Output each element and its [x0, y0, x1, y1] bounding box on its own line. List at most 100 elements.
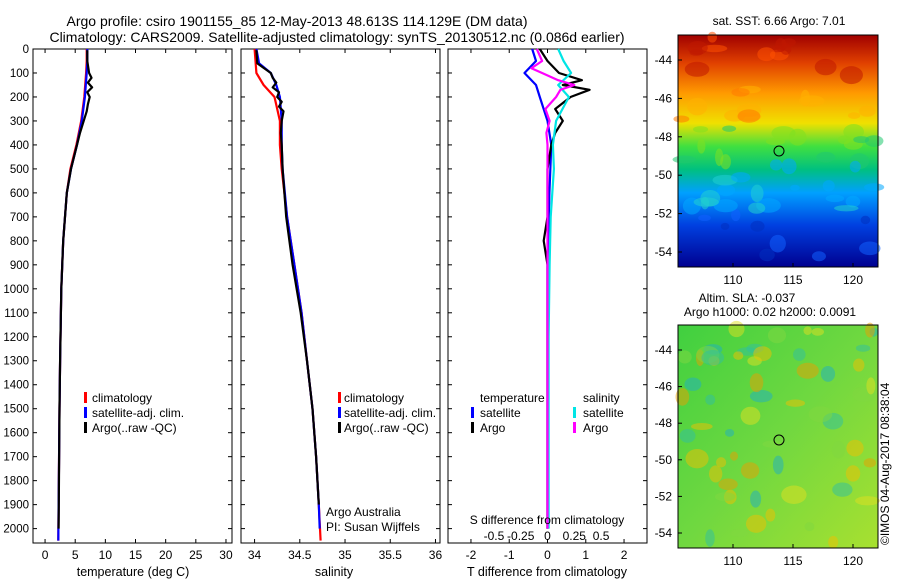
sla-texture-blob: [832, 482, 853, 497]
temperature-plot-frame: [32, 48, 233, 544]
legend-swatch-temp-satellite: [471, 407, 474, 418]
legend-label-temp-argo: Argo: [480, 421, 506, 435]
legend-label-sal-satellite: satellite: [583, 406, 624, 420]
sst-texture-blob: [839, 66, 863, 85]
sla-texture-blob: [745, 514, 767, 533]
depth-tick-label: 100: [10, 68, 29, 80]
sst-texture-blob: [860, 215, 871, 225]
legend-label-temp-satellite: satellite: [480, 406, 521, 420]
sla-texture-blob: [685, 448, 709, 469]
lat-tick-label: -54: [655, 526, 673, 540]
temperature-x-ticks: 0 5 10 15 20 25 30: [42, 49, 233, 562]
sst-texture-blob: [722, 125, 737, 132]
legend-swatch-climatology: [338, 392, 341, 403]
x-tick-label: 35.5: [379, 548, 403, 562]
x-tick-label: 10: [99, 548, 113, 562]
sla-texture-blob: [679, 429, 696, 443]
depth-tick-label: 1900: [3, 500, 29, 512]
sla-texture-blob: [808, 406, 833, 423]
legend-label-argo: Argo(..raw -QC): [344, 421, 429, 435]
depth-tick-label: 1700: [3, 452, 29, 464]
depth-tick-label: 1500: [3, 404, 29, 416]
sst-texture-blob: [757, 47, 776, 62]
lat-tick-label: -46: [655, 91, 673, 105]
legend-swatch-climatology: [84, 392, 87, 403]
sla-texture-blob: [785, 399, 806, 407]
sla-texture-blob: [730, 529, 749, 538]
sla-texture-blob: [831, 441, 846, 459]
sla-texture-blob: [675, 388, 690, 406]
x2-tick-label: 0.25: [563, 529, 587, 543]
sst-texture-blob: [715, 148, 724, 167]
sla-texture-blob: [716, 457, 727, 468]
sla-texture-blob: [709, 465, 723, 483]
legend-label-sal-argo: Argo: [583, 421, 609, 435]
sla-texture-blob: [749, 389, 773, 403]
sla-profile-marker: [773, 434, 785, 446]
temperature-xlabel: temperature (deg C): [77, 565, 190, 579]
series-line-salinity-satellite: [547, 48, 573, 529]
sst-texture-blob: [864, 135, 884, 147]
sla-texture-blob: [728, 320, 745, 338]
depth-axis-labels: 0 100 200 300 400 500 600 700 800 900 1000 1100 1200…: [3, 44, 29, 536]
x-tick-label: 1: [582, 548, 589, 562]
difference-x-ticks: -2 -1 0 1 2: [466, 49, 628, 562]
sst-texture-blob: [737, 109, 761, 123]
sst-texture-blob: [781, 158, 797, 175]
x-tick-label: 20: [159, 548, 173, 562]
sst-texture-blob: [673, 115, 690, 123]
sst-map-title: sat. SST: 6.66 Argo: 7.01: [713, 14, 846, 28]
sst-texture-blob: [750, 184, 764, 203]
header-line-1: Argo profile: csiro 1901155_85 12-May-20…: [67, 13, 528, 29]
sla-texture-blob: [705, 529, 715, 547]
difference-series: [523, 48, 591, 529]
salinity-legend: climatology satellite-adj. clim. Argo(..…: [326, 391, 436, 534]
sla-texture-blob: [729, 451, 739, 461]
sla-map-frame: [677, 324, 879, 549]
sla-texture-blob: [749, 373, 764, 393]
x-tick-label: 25: [189, 548, 203, 562]
frame-ticks: [33, 48, 647, 530]
sla-texture-blob: [793, 348, 806, 361]
salinity-difference-x-ticks: -0.5 -0.25 0 0.25 0.5: [484, 529, 610, 543]
sst-texture-blob: [849, 160, 861, 173]
sla-texture-blob: [740, 406, 761, 425]
x-tick-label: 15: [129, 548, 143, 562]
sla-texture-blob: [804, 522, 815, 532]
sst-texture-blob: [816, 151, 836, 163]
series-line-argo-raw-qc-: [255, 50, 320, 505]
temperature-series: [57, 49, 94, 541]
salinity-series: [253, 48, 322, 541]
sla-texture-blob: [677, 350, 692, 364]
lat-tick-label: -50: [655, 453, 673, 467]
lat-tick-label: -44: [655, 53, 673, 67]
lon-tick-label: 115: [783, 273, 802, 287]
sla-texture-blob: [828, 535, 839, 549]
x2-tick-label: 0.5: [593, 529, 610, 543]
sst-texture-blob: [684, 61, 710, 77]
sla-texture-blob: [733, 351, 744, 360]
lat-tick-label: -54: [655, 245, 673, 259]
annotation-line-2: PI: Susan Wijffels: [326, 520, 420, 534]
sst-texture-blob: [790, 184, 800, 191]
sla-texture-blob: [772, 455, 784, 475]
lat-tick-label: -50: [655, 168, 673, 182]
sst-texture-blob: [759, 248, 775, 262]
sla-texture-blob: [866, 377, 876, 395]
sst-texture-blob: [825, 194, 845, 203]
sst-texture-blob: [780, 43, 792, 55]
legend-swatch-satellite: [84, 407, 87, 418]
sst-texture-blob: [814, 58, 837, 76]
sst-texture-blob: [843, 124, 864, 140]
sst-texture-blob: [713, 199, 738, 213]
depth-tick-label: 1600: [3, 428, 29, 440]
series-line-argo-raw-qc-: [57, 50, 94, 529]
sla-texture-blob: [750, 490, 762, 508]
sst-texture-blob: [731, 88, 750, 97]
sst-texture-blob: [731, 172, 751, 183]
x2-tick-label: -0.25: [507, 529, 535, 543]
lat-tick-label: -48: [655, 416, 673, 430]
sla-map: -44 -46 -48 -50 -52 -54 110 115 120: [655, 320, 880, 568]
sla-lat-ticks: -44 -46 -48 -50 -52 -54: [655, 343, 682, 540]
sst-texture-blob: [672, 155, 696, 164]
